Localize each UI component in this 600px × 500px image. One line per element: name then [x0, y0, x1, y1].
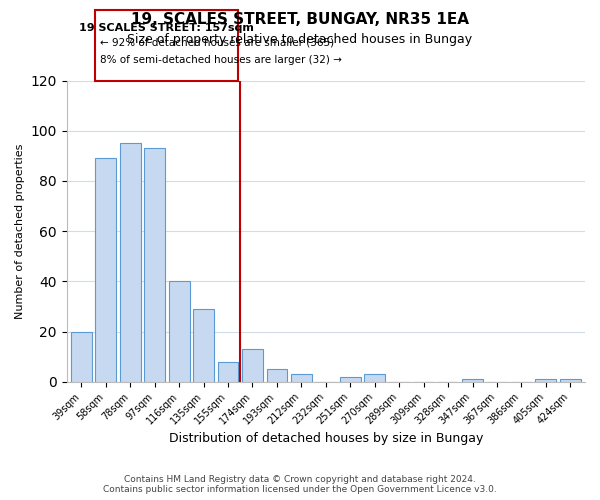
Bar: [218, 362, 238, 382]
Y-axis label: Number of detached properties: Number of detached properties: [15, 144, 25, 319]
Bar: [169, 282, 190, 382]
Text: Size of property relative to detached houses in Bungay: Size of property relative to detached ho…: [127, 32, 473, 46]
Text: 8% of semi-detached houses are larger (32) →: 8% of semi-detached houses are larger (3…: [100, 56, 341, 66]
Text: 19, SCALES STREET, BUNGAY, NR35 1EA: 19, SCALES STREET, BUNGAY, NR35 1EA: [131, 12, 469, 28]
Bar: [242, 349, 263, 382]
Bar: [193, 309, 214, 382]
FancyBboxPatch shape: [95, 10, 238, 80]
Bar: [364, 374, 385, 382]
Bar: [340, 377, 361, 382]
Text: Contains HM Land Registry data © Crown copyright and database right 2024.: Contains HM Land Registry data © Crown c…: [124, 475, 476, 484]
X-axis label: Distribution of detached houses by size in Bungay: Distribution of detached houses by size …: [169, 432, 483, 445]
Bar: [462, 380, 483, 382]
Bar: [560, 380, 581, 382]
Bar: [71, 332, 92, 382]
Bar: [95, 158, 116, 382]
Text: 19 SCALES STREET: 157sqm: 19 SCALES STREET: 157sqm: [79, 22, 254, 32]
Bar: [535, 380, 556, 382]
Bar: [266, 370, 287, 382]
Bar: [144, 148, 165, 382]
Text: ← 92% of detached houses are smaller (365): ← 92% of detached houses are smaller (36…: [100, 38, 334, 48]
Text: Contains public sector information licensed under the Open Government Licence v3: Contains public sector information licen…: [103, 485, 497, 494]
Bar: [291, 374, 312, 382]
Bar: [120, 144, 140, 382]
